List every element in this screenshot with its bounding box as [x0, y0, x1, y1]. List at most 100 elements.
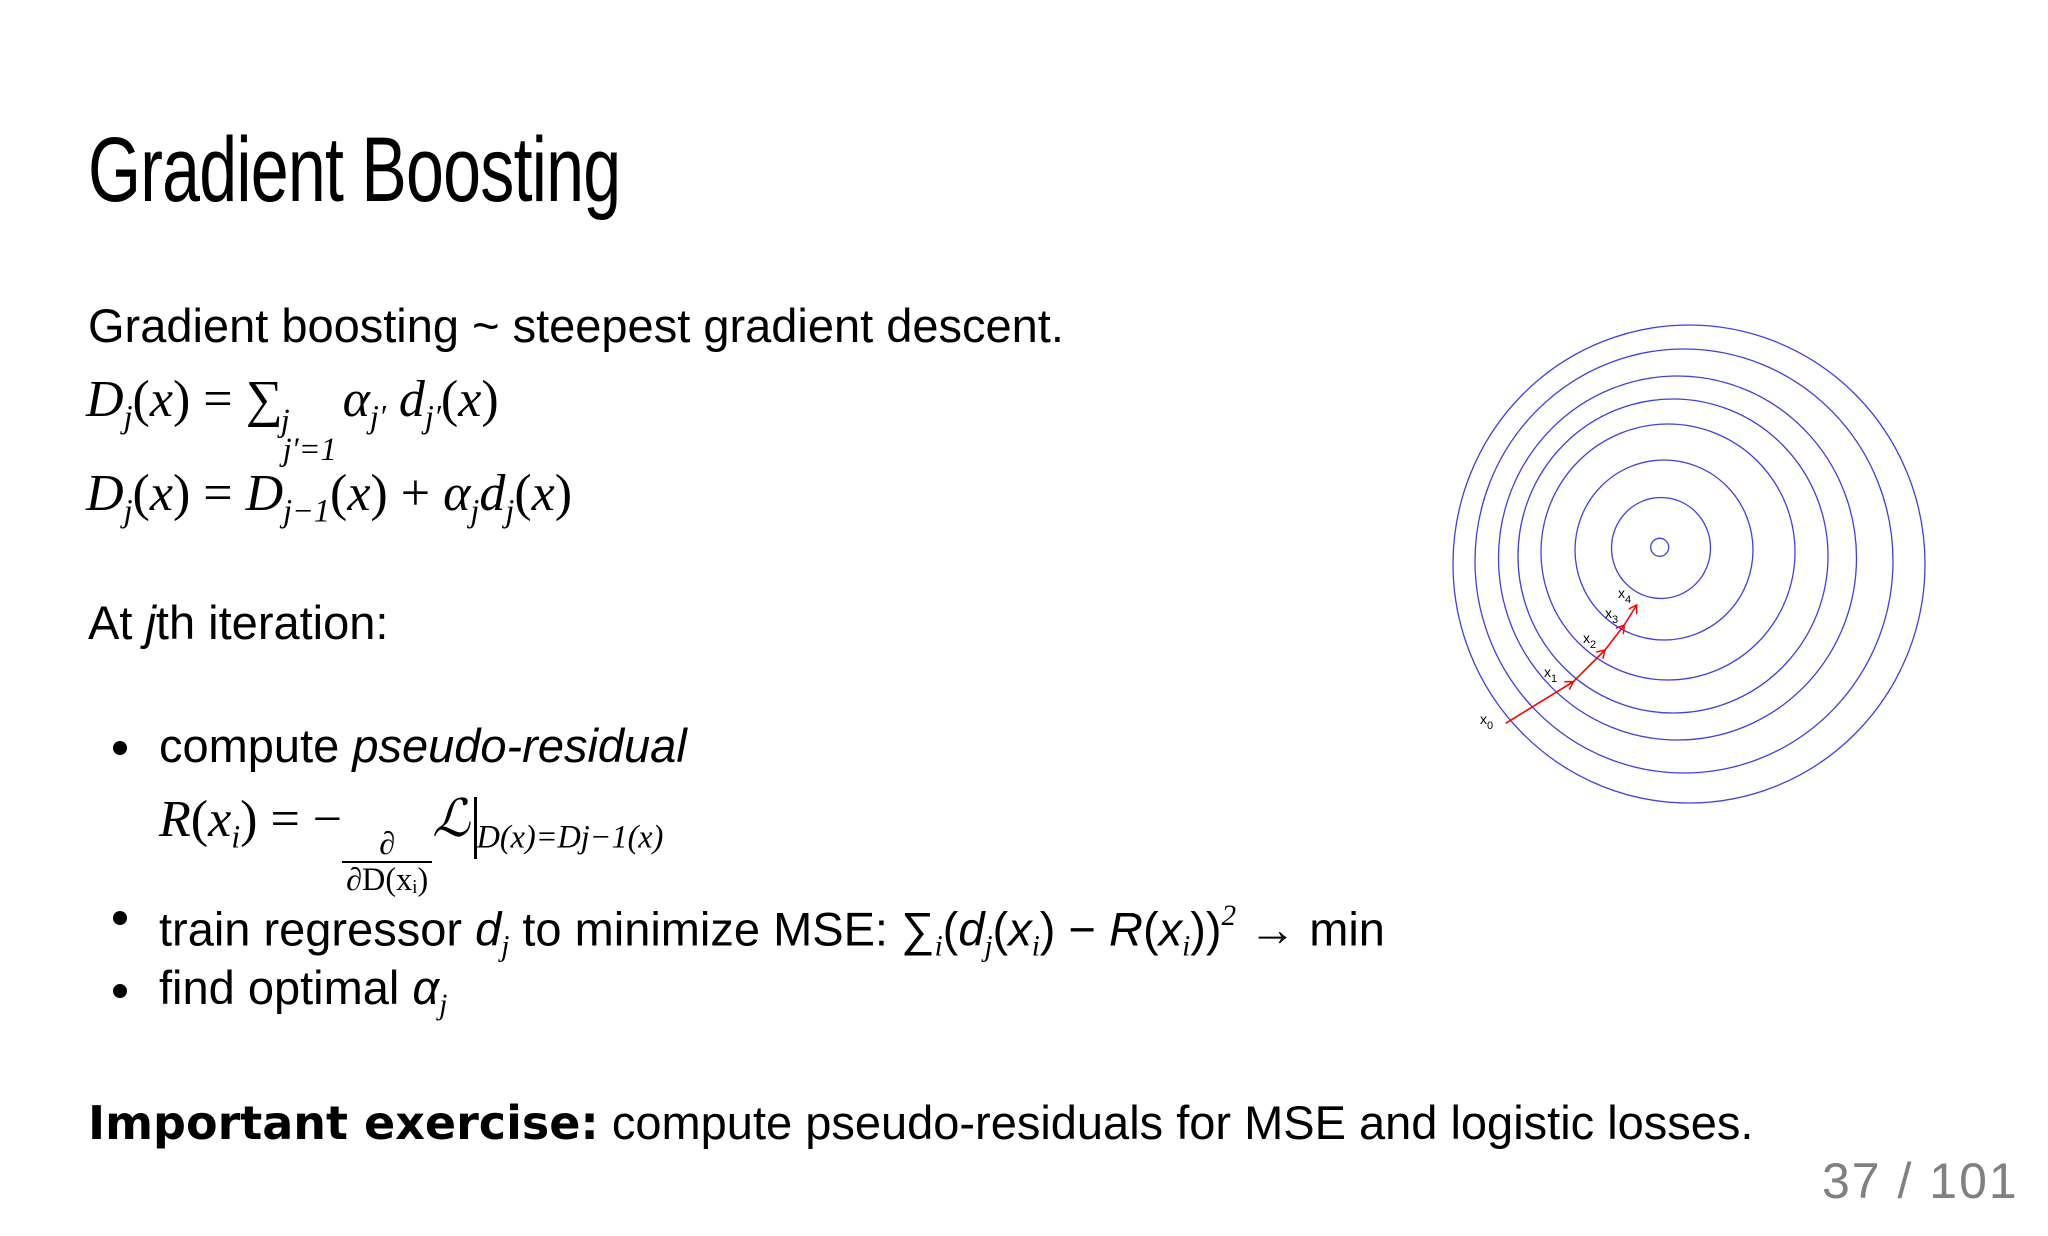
descent-step-arrow: [1604, 625, 1624, 651]
contour-line: [1574, 459, 1754, 641]
math-token: x: [531, 465, 555, 522]
math-token: x: [1158, 902, 1183, 956]
page-number: 37 / 101: [1822, 1153, 2019, 1209]
math-token: (: [992, 902, 1009, 956]
exercise-line: Important exercise: compute pseudo-resid…: [88, 1093, 1753, 1153]
math-token: x: [1008, 902, 1032, 956]
math-token: D: [245, 465, 284, 522]
bullet-dot: [113, 911, 127, 925]
math-token: ∑: [245, 371, 283, 428]
math-token: R: [159, 791, 191, 848]
math-token: j: [123, 398, 133, 435]
exercise-label: Important exercise:: [88, 1096, 599, 1150]
math-token: train regressor: [159, 902, 476, 956]
math-token: d: [479, 465, 506, 522]
math-token: pseudo-residual: [352, 719, 687, 772]
math-token: ): [554, 465, 573, 522]
bullet-alpha: find optimal αj: [159, 958, 447, 1035]
descent-step-arrow: [1623, 605, 1636, 626]
math-token: D(x)=D: [476, 818, 581, 855]
bullet-dot: [113, 984, 127, 998]
math-token: 2: [1221, 900, 1237, 932]
formula-residual: R(xi) = − ∂ ∂D(xᵢ) ℒ D(x)=Dj−1(x): [159, 790, 663, 896]
contour-line: [1452, 324, 1926, 804]
math-token: x: [458, 371, 482, 428]
iteration-heading: At jth iteration:: [88, 593, 388, 653]
math-token: ) =: [172, 465, 246, 522]
math-token: j: [145, 596, 156, 649]
math-token: d: [475, 902, 502, 956]
math-token: j′: [424, 398, 441, 435]
point-label: x1: [1544, 664, 1557, 685]
formula-sum: Dj(x) = ∑ j j′=1 αj′ dj′(x): [86, 370, 499, 467]
math-token: j′: [369, 398, 386, 435]
math-token: j: [984, 930, 993, 963]
intro-text: Gradient boosting ~ steepest gradient de…: [88, 299, 1064, 352]
point-label: x3: [1605, 605, 1618, 626]
math-token: (: [514, 465, 532, 522]
math-token: ) =: [172, 371, 246, 428]
contour-line: [1540, 423, 1796, 681]
math-token: j: [123, 492, 133, 529]
math-token: (: [1142, 902, 1159, 956]
contour-line: [1497, 375, 1858, 741]
math-token: i: [231, 818, 241, 855]
math-token: ∂ ∂D(xᵢ): [342, 826, 433, 897]
math-token: (: [942, 902, 959, 956]
exercise-text: compute pseudo-residuals for MSE and log…: [598, 1096, 1754, 1149]
math-token: th iteration:: [155, 596, 389, 649]
contour-line: [1610, 496, 1712, 600]
math-token: α: [342, 371, 370, 428]
math-token: x: [149, 371, 173, 428]
formula-recursive: Dj(x) = Dj−1(x) + αjdj(x): [86, 464, 572, 540]
math-token: ) −: [1039, 902, 1110, 956]
math-token: α: [443, 465, 471, 522]
math-token: α: [412, 961, 440, 1014]
math-token: d: [385, 371, 425, 428]
math-token: (: [132, 465, 150, 522]
math-token: x: [149, 465, 173, 522]
math-token: ) = −: [240, 791, 343, 848]
math-token: compute: [159, 719, 353, 772]
math-token: x: [347, 465, 371, 522]
math-token: At: [88, 596, 146, 649]
math-token: ∑: [901, 902, 935, 956]
point-label: x0: [1480, 711, 1493, 732]
math-token: ) +: [370, 465, 444, 522]
math-token: )): [1190, 902, 1222, 956]
math-token: j: [501, 930, 510, 963]
math-token: (: [132, 371, 150, 428]
math-token: ): [481, 371, 499, 428]
descent-step-arrow: [1505, 682, 1574, 724]
math-token: j j′=1: [280, 401, 337, 467]
math-token: j−1: [283, 492, 330, 529]
math-token: (x): [627, 818, 664, 855]
math-token: i: [1031, 930, 1040, 963]
math-token: j: [470, 492, 480, 529]
math-token: D: [86, 465, 124, 522]
math-token: j: [439, 989, 448, 1022]
math-token: D: [86, 371, 124, 428]
math-token: x: [208, 791, 232, 848]
contour-line: [1474, 348, 1894, 774]
math-token: (: [440, 371, 459, 428]
math-token: R: [1109, 902, 1143, 956]
bullet-compute: compute pseudo-residual: [159, 716, 687, 776]
point-label: x4: [1618, 585, 1631, 606]
math-token: ℒ: [432, 791, 470, 848]
slide-title: Gradient Boosting: [88, 119, 621, 221]
contour-line: [1650, 537, 1670, 557]
bullet-dot: [113, 741, 127, 755]
math-token: j: [505, 492, 515, 529]
math-token: (: [190, 791, 209, 848]
math-token: i: [934, 930, 943, 963]
math-token: d: [958, 902, 985, 956]
contour-line: [1517, 398, 1829, 714]
point-label: x2: [1583, 630, 1596, 651]
descent-step-arrow: [1572, 650, 1605, 683]
math-token: find optimal: [159, 961, 413, 1014]
math-token: i: [1182, 930, 1191, 963]
math-token: j−1: [580, 818, 628, 855]
bullet-train: train regressor dj to minimize MSE: ∑i(d…: [159, 886, 1385, 977]
